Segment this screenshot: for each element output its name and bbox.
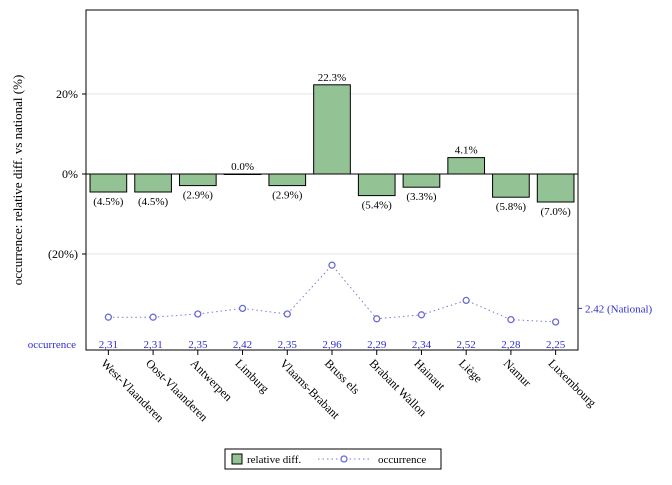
- bar-data-label: (3.3%): [406, 191, 437, 203]
- x-tick-label: Antwerpen: [188, 356, 236, 404]
- bar-data-label: 4.1%: [455, 145, 478, 157]
- bar: [402, 173, 441, 188]
- legend-marker-occurrence: [340, 455, 348, 463]
- bar-data-label: (4.5%): [93, 196, 124, 208]
- bar: [178, 173, 217, 187]
- occurrence-row-label: occurrence: [28, 339, 76, 351]
- bar: [447, 157, 486, 175]
- bars: (4.5%) (4.5%) (2.9%) 0.0% (2.9%) 22.3% (5.4%) (…: [89, 72, 575, 218]
- occurrence-value-label: 2,25: [546, 339, 566, 351]
- x-ticks: West-VlaanderenOost-VlaanderenAntwerpenL…: [98, 350, 599, 425]
- national-reference-label: 2.42 (National): [585, 303, 653, 315]
- bar: [268, 173, 307, 187]
- bar: [223, 173, 262, 175]
- legend: relative diff. occurrence: [224, 448, 442, 470]
- bar: [313, 84, 351, 175]
- bar-data-label: (2.9%): [272, 190, 303, 202]
- x-tick-label: Hainaut: [411, 356, 448, 393]
- occurrence-point: [149, 313, 157, 321]
- bar: [536, 173, 575, 203]
- legend-label-occurrence: occurrence: [378, 454, 426, 466]
- y-tick-label: 0%: [62, 167, 78, 181]
- bar: [357, 173, 396, 197]
- x-tick-label: Liège: [456, 356, 485, 385]
- occurrence-point: [373, 315, 381, 323]
- x-tick-label: Luxembourg: [546, 356, 600, 410]
- occurrence-point: [238, 304, 247, 313]
- bar: [89, 173, 128, 193]
- bar-data-label: (5.4%): [362, 200, 393, 212]
- occurrence-point: [328, 261, 336, 269]
- occurrence-value-label: 2,35: [188, 339, 208, 351]
- legend-label-relative-diff: relative diff.: [247, 454, 301, 466]
- y-tick-label: (20%): [48, 247, 78, 261]
- occurrence-point: [551, 318, 560, 326]
- occurrence-point: [462, 296, 470, 305]
- occurrence-line: [108, 264, 556, 323]
- x-tick-label: Limburg: [232, 356, 271, 395]
- occurrence-value-label: 2,96: [322, 339, 342, 351]
- bar-data-label: (5.8%): [496, 201, 527, 213]
- bar-data-label: (7.0%): [541, 206, 572, 218]
- occurrence-point: [194, 310, 202, 318]
- bar-data-label: (4.5%): [138, 196, 169, 208]
- occurrence-value-label: 2,52: [457, 339, 476, 351]
- x-tick-label: Bruss els: [322, 356, 363, 397]
- occurrence-value-label: 2,31: [99, 339, 118, 351]
- bar-data-label: 22.3%: [318, 72, 346, 84]
- occurrence-value-label: 2,31: [143, 339, 162, 351]
- legend-swatch-relative-diff: [231, 453, 243, 465]
- occurrence-value-label: 2,34: [412, 339, 432, 351]
- x-tick-label: Namur: [501, 356, 534, 389]
- bar-data-label: 0.0%: [231, 161, 254, 173]
- bar: [134, 173, 172, 193]
- y-tick-label: 20%: [56, 87, 78, 101]
- occurrence-point: [283, 310, 291, 318]
- occurrence-point: [104, 313, 113, 321]
- occurrence-point: [507, 315, 515, 324]
- y-ticks: 20% 0% (20%): [48, 87, 86, 261]
- occurrence-value-label: 2,35: [278, 339, 298, 351]
- bar-data-label: (2.9%): [183, 190, 214, 202]
- bar: [492, 173, 530, 198]
- occurrence-point: [417, 311, 426, 319]
- y-axis-label: occurrence: relative diff. vs national (…: [10, 75, 25, 286]
- occurrence-series: 2,31 2,31 2,35 2,42 2,35 2,96 2,29 2,34 2,52 2,28…: [99, 261, 582, 351]
- occurrence-value-label: 2,42: [233, 339, 252, 351]
- occurrence-value-label: 2,29: [367, 339, 387, 351]
- occurrence-value-label: 2,28: [501, 339, 521, 351]
